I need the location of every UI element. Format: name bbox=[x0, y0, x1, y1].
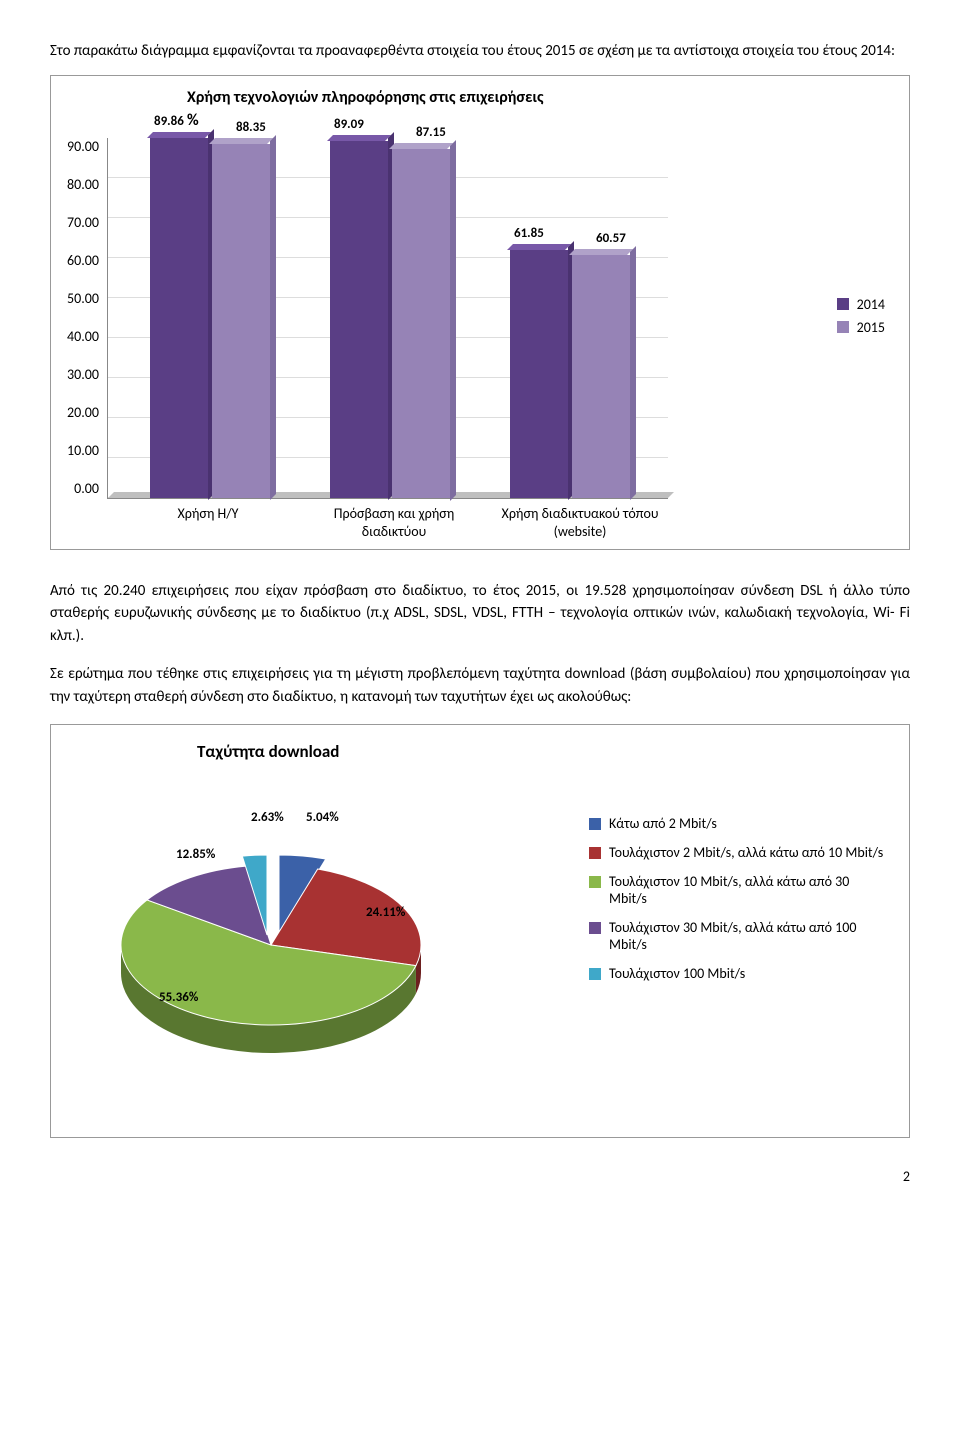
pie-chart-frame: Ταχύτητα download 5.04% 24.11% 55.36% 12… bbox=[50, 724, 910, 1138]
bar-2014: 61.85 bbox=[510, 250, 568, 497]
intro-paragraph: Στο παρακάτω διάγραμμα εμφανίζονται τα π… bbox=[50, 40, 910, 63]
y-tick: 70.00 bbox=[67, 214, 99, 231]
pie-slice-label: 24.11% bbox=[366, 905, 405, 920]
legend-swatch-icon bbox=[589, 968, 601, 980]
y-tick: 40.00 bbox=[67, 328, 99, 345]
legend-item: 2015 bbox=[837, 319, 885, 336]
pie-legend-item: Κάτω από 2 Mbit/s bbox=[589, 815, 889, 832]
pie-legend-label: Κάτω από 2 Mbit/s bbox=[609, 815, 717, 832]
bar-chart-legend: 2014 2015 bbox=[837, 296, 885, 342]
pie-legend-label: Τουλάχιστον 2 Mbit/s, αλλά κάτω από 10 M… bbox=[609, 844, 883, 861]
y-tick: 20.00 bbox=[67, 404, 99, 421]
pie-slice-label: 5.04% bbox=[306, 810, 339, 825]
bar-value-label: 87.15 bbox=[402, 125, 460, 140]
pie-slice-label: 55.36% bbox=[159, 990, 198, 1005]
x-label: Χρήση διαδικτυακού τόπου (website) bbox=[487, 505, 673, 541]
middle-paragraph-1: Από τις 20.240 επιχειρήσεις που είχαν πρ… bbox=[50, 580, 910, 648]
bar-2015: 60.57 bbox=[572, 255, 630, 497]
bar-value-label: 88.35 bbox=[222, 120, 280, 135]
pie-container: 5.04% 24.11% 55.36% 12.85% 2.63% bbox=[91, 825, 451, 1085]
legend-label: 2014 bbox=[857, 296, 885, 313]
y-tick: 0.00 bbox=[74, 480, 99, 497]
pie-legend-item: Τουλάχιστον 30 Mbit/s, αλλά κάτω από 100… bbox=[589, 919, 889, 953]
plot-zone: 89.8688.3589.0987.1561.8560.57 bbox=[107, 138, 668, 499]
legend-swatch-icon bbox=[589, 922, 601, 934]
bar-value-label: 89.86 bbox=[140, 114, 198, 129]
legend-label: 2015 bbox=[857, 319, 885, 336]
bar-chart-area: 90.00 80.00 70.00 60.00 50.00 40.00 30.0… bbox=[67, 138, 893, 499]
bar-group: 89.8688.35 bbox=[148, 138, 272, 497]
legend-swatch-icon bbox=[837, 298, 849, 310]
legend-item: 2014 bbox=[837, 296, 885, 313]
pie-svg bbox=[91, 825, 451, 1085]
y-tick: 90.00 bbox=[67, 138, 99, 155]
legend-swatch-icon bbox=[589, 847, 601, 859]
y-tick: 50.00 bbox=[67, 290, 99, 307]
bar-value-label: 89.09 bbox=[320, 117, 378, 132]
pie-legend-item: Τουλάχιστον 10 Mbit/s, αλλά κάτω από 30 … bbox=[589, 873, 889, 907]
bar-value-label: 60.57 bbox=[582, 231, 640, 246]
y-axis: 90.00 80.00 70.00 60.00 50.00 40.00 30.0… bbox=[67, 138, 107, 498]
bar-2015: 88.35 bbox=[212, 144, 270, 497]
pie-slice-label: 2.63% bbox=[251, 810, 284, 825]
legend-swatch-icon bbox=[837, 321, 849, 333]
bar-value-label: 61.85 bbox=[500, 226, 558, 241]
bar-group: 89.0987.15 bbox=[328, 141, 452, 497]
pie-legend: Κάτω από 2 Mbit/s Τουλάχιστον 2 Mbit/s, α… bbox=[589, 815, 889, 994]
pie-legend-label: Τουλάχιστον 10 Mbit/s, αλλά κάτω από 30 … bbox=[609, 873, 889, 907]
bar-chart-subtitle: % bbox=[187, 111, 893, 130]
y-tick: 30.00 bbox=[67, 366, 99, 383]
bar-2014: 89.09 bbox=[330, 141, 388, 497]
y-tick: 10.00 bbox=[67, 442, 99, 459]
y-tick: 80.00 bbox=[67, 176, 99, 193]
pie-legend-label: Τουλάχιστον 100 Mbit/s bbox=[609, 965, 745, 982]
pie-legend-item: Τουλάχιστον 100 Mbit/s bbox=[589, 965, 889, 982]
middle-paragraph-2: Σε ερώτημα που τέθηκε στις επιχειρήσεις … bbox=[50, 663, 910, 708]
x-label: Χρήση Η/Υ bbox=[115, 505, 301, 541]
bar-2014: 89.86 bbox=[150, 138, 208, 497]
pie-legend-item: Τουλάχιστον 2 Mbit/s, αλλά κάτω από 10 M… bbox=[589, 844, 889, 861]
pie-slice-label: 12.85% bbox=[176, 847, 215, 862]
y-tick: 60.00 bbox=[67, 252, 99, 269]
x-label: Πρόσβαση και χρήση διαδικτύου bbox=[301, 505, 487, 541]
page-number: 2 bbox=[50, 1168, 910, 1185]
pie-chart-title: Ταχύτητα download bbox=[197, 741, 893, 762]
bar-chart-title: Χρήση τεχνολογιών πληροφόρησης στις επιχ… bbox=[187, 88, 893, 107]
bar-group: 61.8560.57 bbox=[508, 250, 632, 497]
legend-swatch-icon bbox=[589, 818, 601, 830]
bar-chart-frame: Χρήση τεχνολογιών πληροφόρησης στις επιχ… bbox=[50, 75, 910, 550]
x-axis-labels: Χρήση Η/Υ Πρόσβαση και χρήση διαδικτύου … bbox=[115, 505, 675, 541]
legend-swatch-icon bbox=[589, 876, 601, 888]
pie-legend-label: Τουλάχιστον 30 Mbit/s, αλλά κάτω από 100… bbox=[609, 919, 889, 953]
bar-2015: 87.15 bbox=[392, 149, 450, 498]
